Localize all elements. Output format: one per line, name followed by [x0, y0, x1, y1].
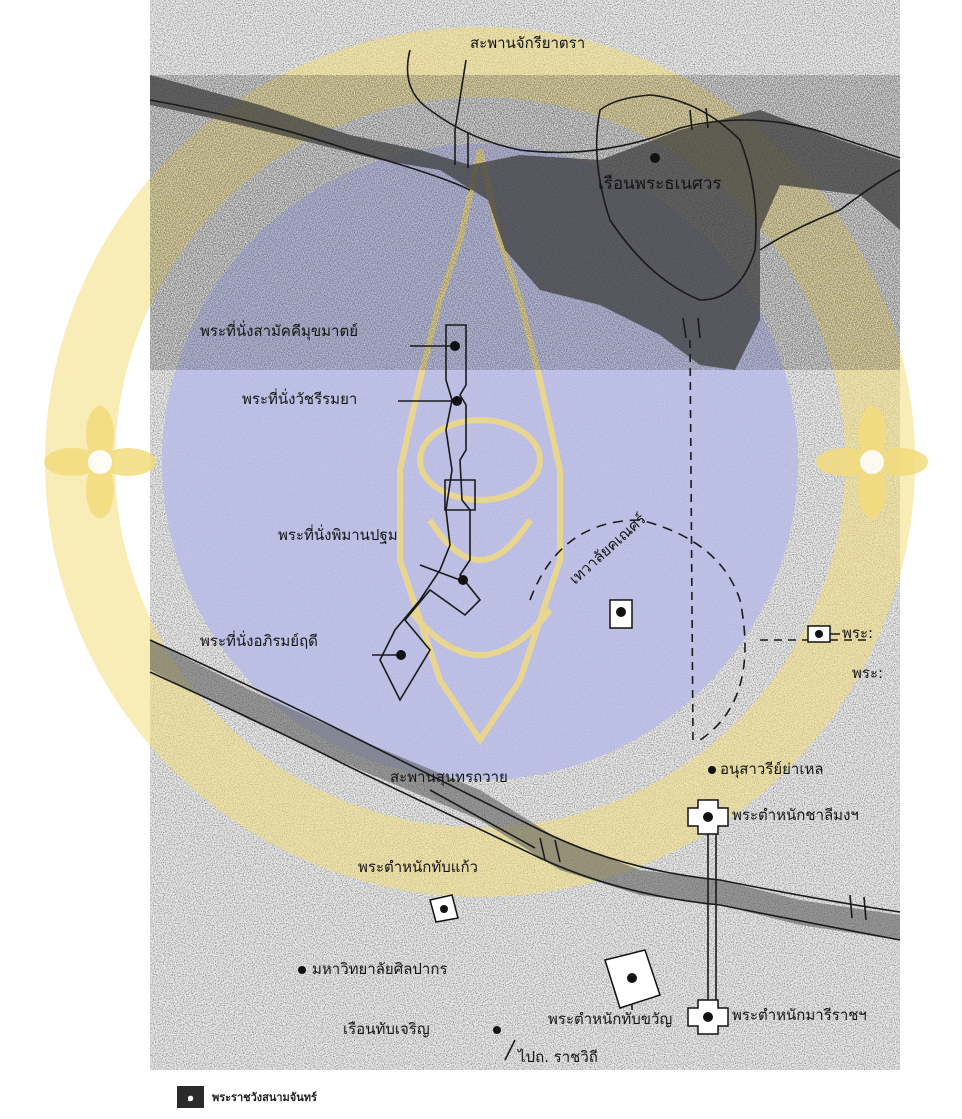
- marker-thanesuan[interactable]: [650, 153, 660, 163]
- label-mari-rat: พระตำหนักมารีราชฯ: [732, 1006, 867, 1024]
- label-phra-right-1: พระ:: [842, 624, 874, 642]
- figure-caption: ๑ พระราชวังสนามจันทร์: [177, 1086, 317, 1108]
- marker-phra-right[interactable]: [807, 625, 831, 643]
- label-to-road: ไปถ. ราชวิถี: [518, 1048, 598, 1066]
- flower-ornament-icon: [44, 406, 928, 518]
- marker-thap-khwan[interactable]: [604, 949, 661, 1009]
- label-thap-khwan: พระตำหนักทับขวัญ: [548, 1010, 673, 1028]
- label-thap-kaeo: พระตำหนักทับแก้ว: [358, 858, 478, 876]
- label-anusawari: อนุสาวรีย์ย่าเหล: [720, 760, 824, 778]
- marker-thewalai[interactable]: [609, 599, 633, 629]
- marker-mari-rat[interactable]: [687, 999, 729, 1035]
- building-markers: [298, 153, 831, 1035]
- marker-thap-charoen[interactable]: [493, 1026, 501, 1034]
- marker-talimang[interactable]: [687, 799, 729, 835]
- river: [150, 75, 900, 940]
- marker-thap-kaeo[interactable]: [429, 894, 459, 923]
- label-aphirom: พระที่นั่งอภิรมย์ฤดี: [200, 632, 318, 650]
- label-samakkhi: พระที่นั่งสามัคคีมุขมาตย์: [200, 322, 358, 340]
- marker-anusawari[interactable]: [708, 766, 716, 774]
- label-phra-right-2: พระ:: [852, 664, 884, 682]
- marker-samakkhi[interactable]: [450, 341, 460, 351]
- crown-figure-icon: [397, 149, 563, 746]
- label-silpakorn: มหาวิทยาลัยศิลปากร: [312, 960, 448, 978]
- label-phiman-pathom: พระที่นั่งพิมานปฐม: [278, 526, 398, 544]
- label-thap-charoen: เรือนทับเจริญ: [343, 1020, 430, 1038]
- marker-aphirom[interactable]: [396, 650, 406, 660]
- label-watcharin: พระที่นั่งวัชรีรมยา: [242, 390, 358, 408]
- marker-watcharin[interactable]: [452, 396, 462, 406]
- caption-text: พระราชวังสนามจันทร์: [211, 1091, 317, 1104]
- label-talimang: พระตำหนักชาลีมงฯ: [732, 806, 859, 824]
- caption-number: ๑: [177, 1086, 204, 1108]
- marker-phiman[interactable]: [458, 575, 468, 585]
- label-bridge-south: สะพานสุนทรถวาย: [390, 768, 508, 786]
- label-bridge-north: สะพานจักรียาตรา: [470, 34, 586, 52]
- marker-silpakorn[interactable]: [298, 966, 306, 974]
- map-linework: [149, 49, 901, 1061]
- label-ruen-phra-thanesuan: เรือนพระธเนศวร: [598, 174, 722, 194]
